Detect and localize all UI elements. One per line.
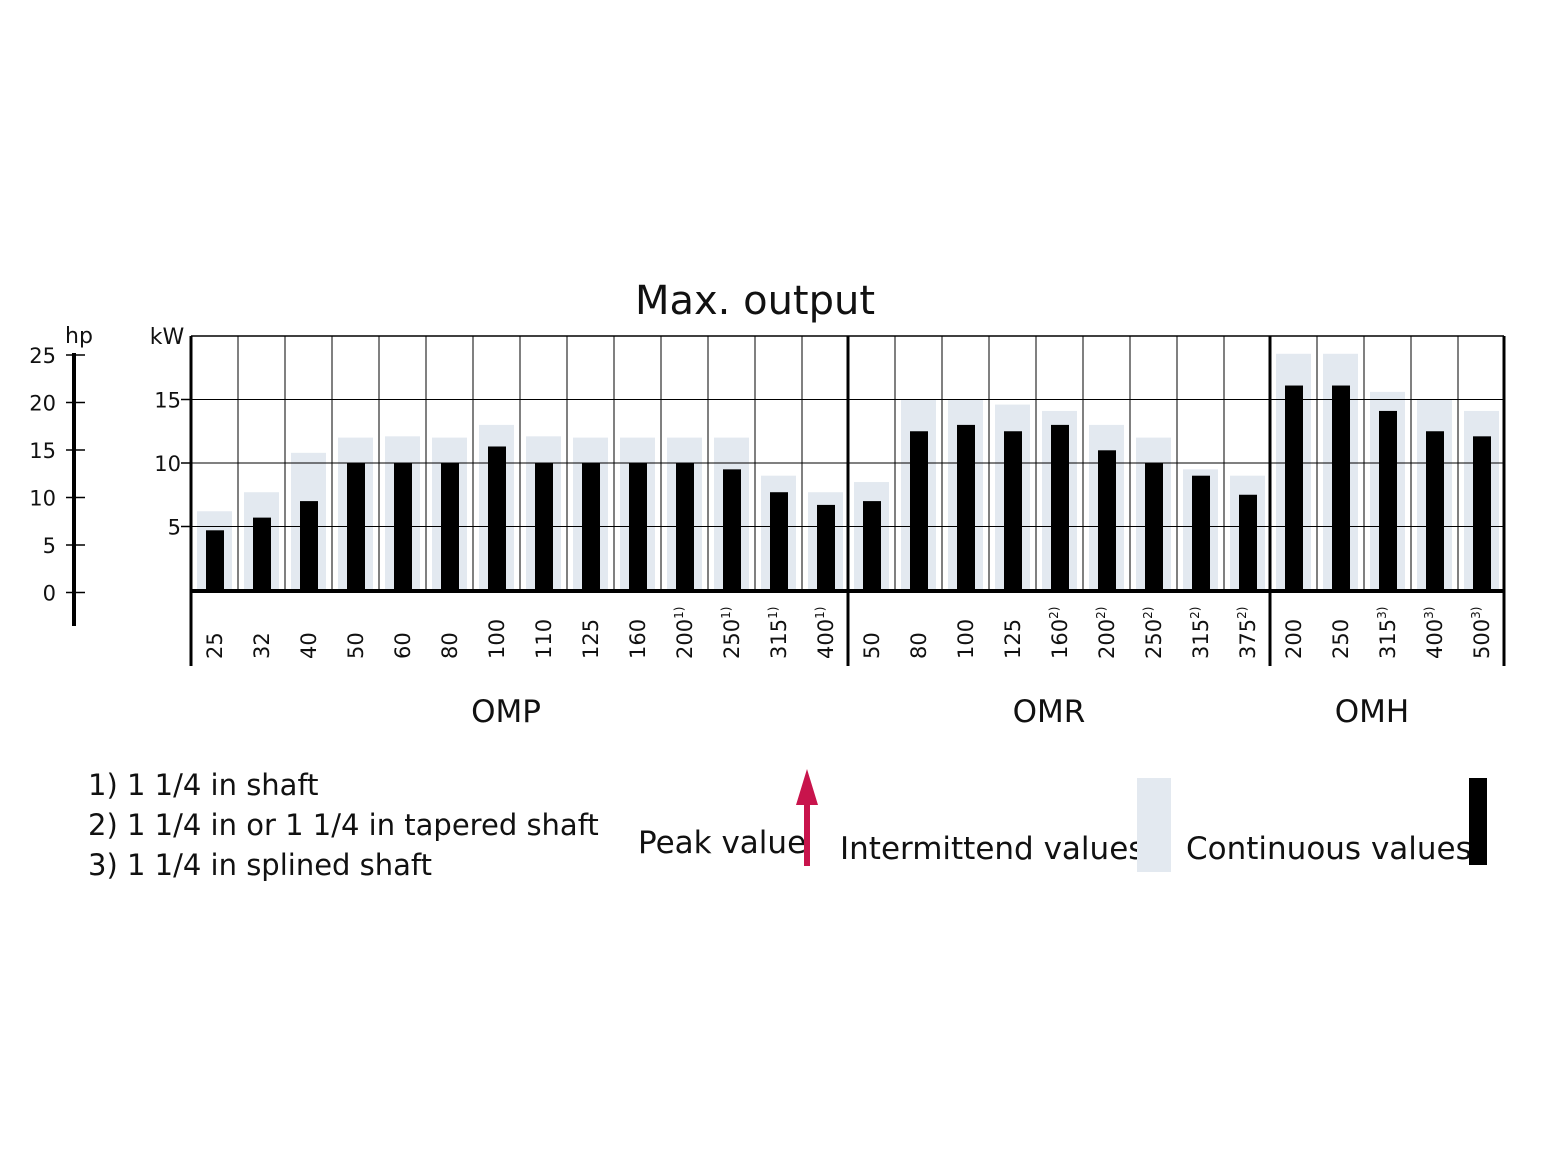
continuous-bar: [1098, 450, 1116, 590]
category-label: 100: [954, 619, 978, 659]
category-label: 2502): [1141, 607, 1166, 659]
legend-intermittend-swatch: [1137, 778, 1171, 872]
kw-ticks: 15 10 5: [154, 389, 191, 540]
footnote-1: 1) 1 1/4 in shaft: [88, 768, 319, 802]
category-label: 1602): [1047, 607, 1072, 659]
continuous-bar: [817, 504, 835, 590]
continuous-bar: [1426, 431, 1444, 590]
group-label-omr: OMR: [1013, 694, 1086, 730]
continuous-bar: [253, 517, 271, 590]
continuous-bar: [300, 501, 318, 590]
category-label: 125: [579, 619, 603, 659]
category-footnote-marker: 2): [1235, 607, 1249, 619]
category-label: 100: [485, 619, 509, 659]
category-label: 25: [203, 632, 227, 659]
category-label: 2002): [1094, 607, 1119, 659]
chart-title: Max. output: [635, 278, 875, 324]
category-footnote-marker: 2): [1047, 607, 1061, 619]
category-label: 5003): [1469, 607, 1494, 659]
hp-tick-label: 0: [43, 582, 56, 606]
continuous-bar: [206, 530, 224, 590]
continuous-bar: [723, 469, 741, 590]
hp-tick-label: 15: [29, 439, 56, 463]
bars: [197, 353, 1499, 590]
category-label: 110: [532, 619, 556, 659]
category-footnote-marker: 3): [1422, 607, 1436, 619]
category-label: 3153): [1375, 607, 1400, 659]
hp-tick-label: 20: [29, 392, 56, 416]
category-footnote-marker: 2): [1141, 607, 1155, 619]
category-footnote-marker: 2): [1094, 607, 1108, 619]
category-label: 50: [344, 632, 368, 659]
hp-tick-label: 5: [43, 534, 56, 558]
continuous-bar: [770, 492, 788, 590]
category-label: 60: [391, 632, 415, 659]
group-labels: OMP OMR OMH: [471, 694, 1409, 730]
category-label: 250: [1329, 619, 1353, 659]
axis-frame: [189, 336, 1506, 666]
footnote-3: 3) 1 1/4 in splined shaft: [88, 848, 433, 882]
continuous-bar: [1051, 424, 1069, 590]
category-label: 125: [1001, 619, 1025, 659]
category-label: 2001): [672, 607, 697, 659]
continuous-bar: [1473, 436, 1491, 590]
hp-axis: 25 20 15 10 5 0: [29, 344, 85, 626]
legend: Peak value Intermittend values Continuou…: [638, 769, 1487, 872]
category-label: 40: [297, 632, 321, 659]
legend-continuous-swatch: [1469, 778, 1487, 865]
continuous-bar: [1239, 494, 1257, 590]
category-label: 2501): [719, 607, 744, 659]
legend-peak-label: Peak value: [638, 825, 806, 861]
continuous-bar: [1285, 385, 1303, 590]
peak-arrow-icon: [796, 769, 818, 866]
continuous-bar: [910, 431, 928, 590]
category-label: 4003): [1422, 607, 1447, 659]
kw-tick-label: 5: [168, 516, 181, 540]
category-label: 3152): [1188, 607, 1213, 659]
continuous-bar: [1332, 385, 1350, 590]
category-footnote-marker: 3): [1469, 607, 1483, 619]
continuous-bar: [1379, 410, 1397, 590]
category-label: 50: [860, 632, 884, 659]
hp-tick-label: 25: [29, 344, 56, 368]
category-footnote-marker: 1): [672, 607, 686, 619]
category-label: 32: [250, 632, 274, 659]
category-footnote-marker: 1): [766, 607, 780, 619]
category-label: 4001): [813, 607, 838, 659]
kw-tick-label: 15: [154, 389, 181, 413]
category-footnote-marker: 1): [813, 607, 827, 619]
category-labels: 25 32 40 50 60 80 100 110 125 160 2001)2501)3151)4…: [203, 607, 1494, 659]
category-label: 80: [907, 632, 931, 659]
legend-continuous-label: Continuous values: [1186, 831, 1472, 867]
group-label-omp: OMP: [471, 694, 541, 730]
continuous-bar: [863, 501, 881, 590]
continuous-bar: [488, 446, 506, 590]
category-label: 160: [626, 619, 650, 659]
category-label: 80: [438, 632, 462, 659]
continuous-bar: [957, 424, 975, 590]
kw-axis-unit: kW: [150, 325, 185, 350]
category-footnote-marker: 1): [719, 607, 733, 619]
category-footnote-marker: 3): [1375, 607, 1389, 619]
category-label: 3752): [1235, 607, 1260, 659]
continuous-bar: [1004, 431, 1022, 590]
category-footnote-marker: 2): [1188, 607, 1202, 619]
legend-intermittend-label: Intermittend values: [840, 831, 1144, 867]
kw-tick-label: 10: [154, 452, 181, 476]
category-label: 200: [1282, 619, 1306, 659]
group-label-omh: OMH: [1335, 694, 1409, 730]
footnote-2: 2) 1 1/4 in or 1 1/4 in tapered shaft: [88, 808, 599, 842]
continuous-bar: [1192, 475, 1210, 590]
hp-tick-label: 10: [29, 487, 56, 511]
category-label: 3151): [766, 607, 791, 659]
hp-axis-unit: hp: [65, 324, 93, 349]
